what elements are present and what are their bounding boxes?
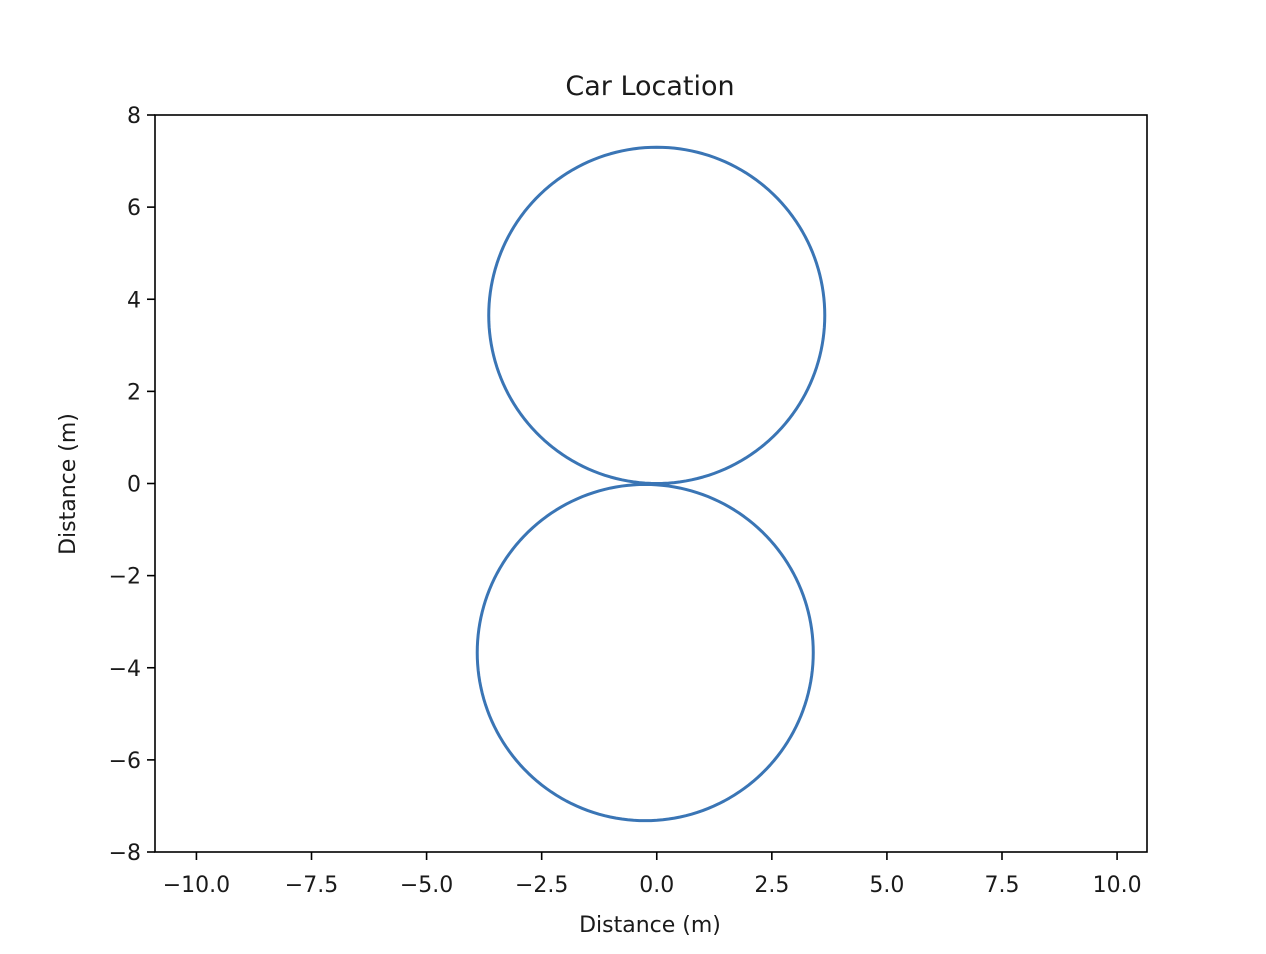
x-tick-label: 10.0 (1093, 873, 1142, 898)
y-axis: −8 −6 −4 −2 0 2 4 6 8 (109, 104, 155, 866)
y-tick-label: 4 (127, 288, 141, 313)
y-tick-label: 0 (127, 473, 141, 498)
x-tick-label: −2.5 (515, 873, 568, 898)
y-tick-label: 8 (127, 104, 141, 129)
y-tick-label: 2 (127, 380, 141, 405)
plot-area (154, 114, 1148, 853)
series-line (475, 145, 827, 823)
y-tick-label: −6 (109, 749, 141, 774)
x-tick-label: −5.0 (400, 873, 453, 898)
y-axis-label: Distance (m) (56, 413, 81, 555)
x-tick-label: 0.0 (639, 873, 674, 898)
chart-title: Car Location (565, 71, 734, 102)
x-tick-label: 2.5 (754, 873, 789, 898)
y-tick-label: −4 (109, 657, 141, 682)
x-axis: −10.0 −7.5 −5.0 −2.5 0.0 2.5 5.0 7.5 10.0 (163, 852, 1142, 898)
x-tick-label: 5.0 (869, 873, 904, 898)
y-tick-label: −2 (109, 565, 141, 590)
y-tick-label: 6 (127, 196, 141, 221)
x-axis-label: Distance (m) (579, 913, 721, 938)
x-tick-label: −10.0 (163, 873, 230, 898)
x-tick-label: −7.5 (285, 873, 338, 898)
x-tick-label: 7.5 (984, 873, 1019, 898)
y-tick-label: −8 (109, 841, 141, 866)
